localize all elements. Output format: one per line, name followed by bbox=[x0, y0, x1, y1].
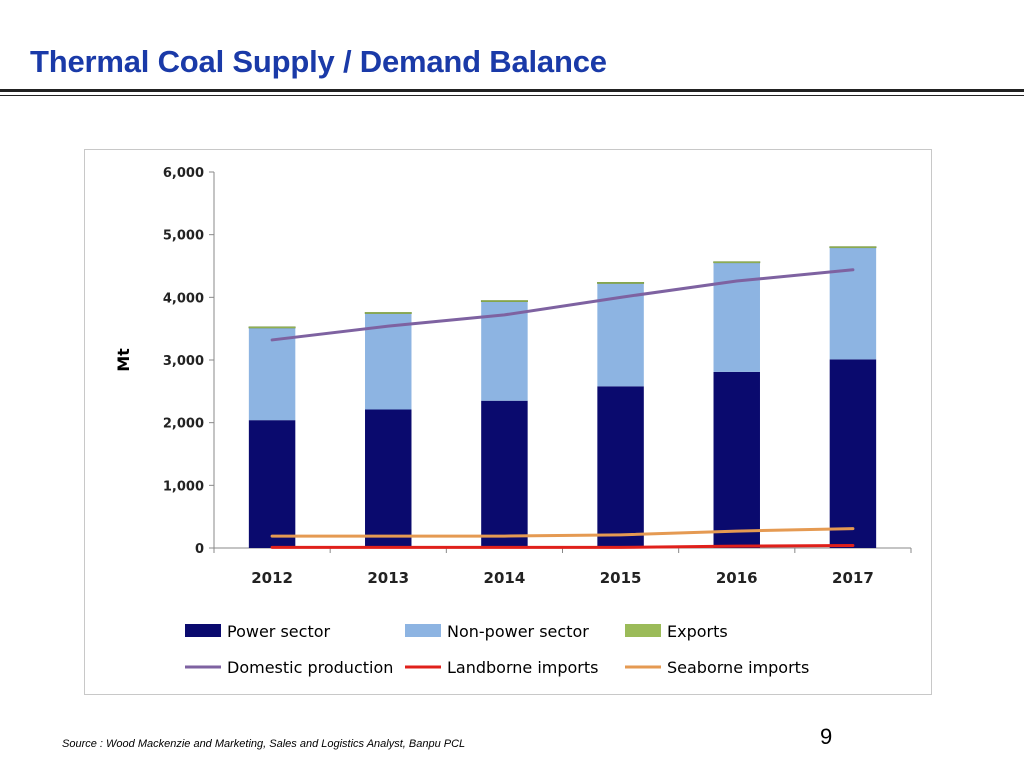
legend-label-domestic-production: Domestic production bbox=[227, 658, 393, 677]
line-seaborne-imports bbox=[270, 527, 855, 538]
x-tick-label: 2012 bbox=[251, 569, 293, 587]
y-tick-label: 4,000 bbox=[163, 291, 204, 306]
bar-non-power-sector bbox=[829, 247, 877, 360]
bar-exports bbox=[364, 312, 412, 314]
bar-non-power-sector bbox=[248, 328, 296, 421]
y-tick-label: 3,000 bbox=[163, 354, 204, 369]
bar-exports bbox=[597, 282, 645, 284]
legend-label-landborne-imports: Landborne imports bbox=[447, 658, 599, 677]
legend-swatch-exports bbox=[625, 624, 661, 637]
bar-exports bbox=[480, 300, 528, 302]
source-note: Source : Wood Mackenzie and Marketing, S… bbox=[62, 738, 466, 750]
line-domestic-production bbox=[270, 268, 855, 342]
legend-label-non-power-sector: Non-power sector bbox=[447, 622, 589, 641]
bar-exports bbox=[829, 246, 877, 249]
y-axis-label: Mt bbox=[114, 348, 133, 372]
page-number: 9 bbox=[820, 724, 833, 749]
x-tick-label: 2015 bbox=[600, 569, 642, 587]
coal-balance-chart: 0 1,000 2,000 3,000 4,000 5,000 6,000 Mt 2012 201… bbox=[114, 166, 912, 677]
y-tick-label: 0 bbox=[195, 542, 204, 557]
bar-power-sector bbox=[248, 420, 296, 548]
legend-swatch-power-sector bbox=[185, 624, 221, 637]
legend-swatch-non-power-sector bbox=[405, 624, 441, 637]
legend-label-power-sector: Power sector bbox=[227, 622, 331, 641]
y-tick-label: 6,000 bbox=[163, 166, 204, 181]
title-divider bbox=[0, 89, 1024, 92]
title-divider-thin bbox=[0, 95, 1024, 96]
bar-power-sector bbox=[481, 400, 528, 548]
y-tick-label: 1,000 bbox=[163, 479, 204, 494]
bar-non-power-sector bbox=[481, 301, 528, 401]
bar-non-power-sector bbox=[365, 313, 412, 410]
line-landborne-imports bbox=[270, 543, 855, 549]
x-tick-label: 2017 bbox=[832, 569, 874, 587]
bar-power-sector bbox=[365, 409, 412, 548]
y-tick-label: 5,000 bbox=[163, 229, 204, 244]
legend-label-seaborne-imports: Seaborne imports bbox=[667, 658, 809, 677]
legend-label-exports: Exports bbox=[667, 622, 728, 641]
x-tick-label: 2016 bbox=[716, 569, 758, 587]
y-tick-label: 2,000 bbox=[163, 417, 204, 432]
bar-power-sector bbox=[597, 386, 644, 548]
chart-frame: 0 1,000 2,000 3,000 4,000 5,000 6,000 Mt 2012 201… bbox=[84, 149, 932, 695]
bar-power-sector bbox=[829, 359, 877, 548]
bar-exports bbox=[248, 326, 296, 329]
slide-title: Thermal Coal Supply / Demand Balance bbox=[30, 44, 607, 79]
x-tick-label: 2014 bbox=[484, 569, 526, 587]
bar-power-sector bbox=[713, 371, 760, 548]
bar-exports bbox=[713, 261, 761, 264]
x-tick-label: 2013 bbox=[367, 569, 409, 587]
